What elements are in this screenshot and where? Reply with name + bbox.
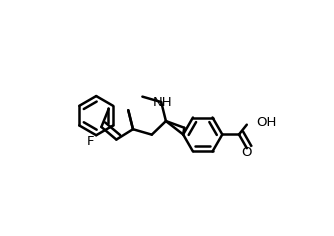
Text: O: O [241,146,252,159]
Text: F: F [87,135,94,148]
Text: NH: NH [153,96,172,109]
Text: OH: OH [256,116,276,129]
